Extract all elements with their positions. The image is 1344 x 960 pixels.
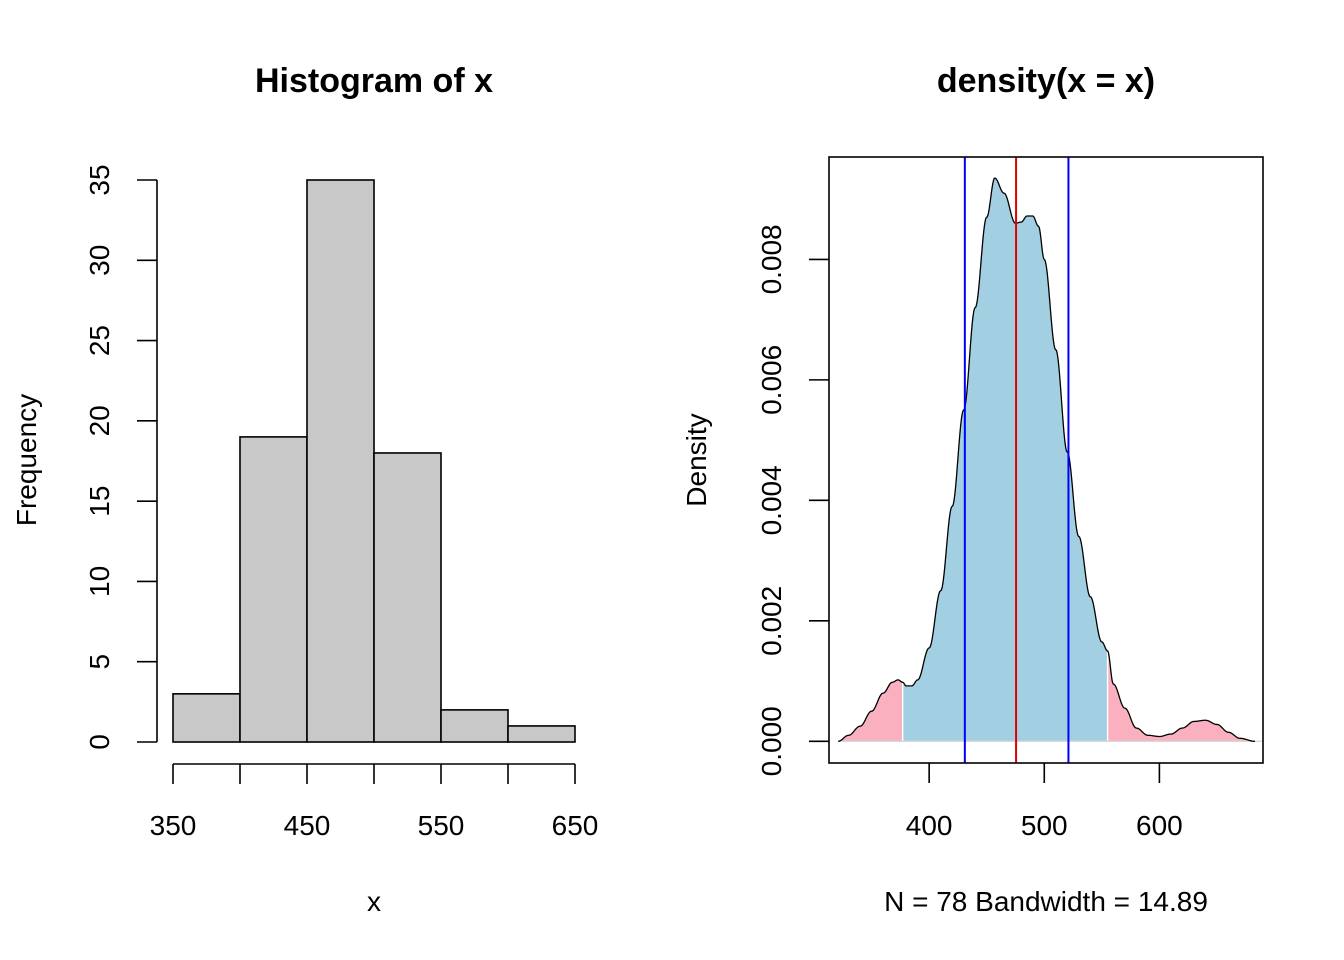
- density-left-tail-area: [838, 679, 903, 742]
- histogram-bar-5: [507, 725, 576, 743]
- density-x-tick-label: 400: [906, 810, 953, 841]
- histogram-bars: [172, 179, 576, 743]
- histogram-panel: Histogram of x x Frequency 350 450 550 650 …: [11, 62, 598, 917]
- density-plot-box: [828, 156, 1264, 764]
- density-curve: [838, 177, 1255, 742]
- histogram-y-tick-label: 30: [84, 245, 115, 276]
- density-panel: density(x = x) N = 78 Bandwidth = 14.89 …: [681, 62, 1264, 917]
- histogram-ylabel: Frequency: [11, 394, 42, 526]
- histogram-y-tick-label: 20: [84, 405, 115, 436]
- density-xlabel: N = 78 Bandwidth = 14.89: [884, 886, 1208, 917]
- histogram-y-tick-label: 10: [84, 566, 115, 597]
- histogram-title: Histogram of x: [255, 62, 493, 100]
- histogram-y-tick-label: 5: [84, 654, 115, 670]
- density-y-tick-label: 0.000: [756, 706, 787, 776]
- histogram-x-tick-label: 650: [552, 810, 599, 841]
- density-title: density(x = x): [937, 62, 1155, 100]
- histogram-bar-0: [172, 693, 241, 743]
- histogram-y-tick-label: 35: [84, 164, 115, 195]
- histogram-x-tick-label: 450: [284, 810, 331, 841]
- histogram-x-tick-label: 350: [150, 810, 197, 841]
- histogram-bar-2: [306, 179, 375, 743]
- density-y-tick-label: 0.004: [756, 465, 787, 535]
- density-y-tick-label: 0.002: [756, 586, 787, 656]
- density-fill: [838, 177, 1263, 743]
- histogram-bar-1: [239, 436, 308, 743]
- histogram-y-tick-label: 15: [84, 486, 115, 517]
- density-y-tick-label: 0.008: [756, 224, 787, 294]
- histogram-x-tick-label: 550: [418, 810, 465, 841]
- histogram-bar-4: [440, 709, 509, 743]
- histogram-y-tick-label: 0: [84, 734, 115, 750]
- density-reference-lines: [963, 157, 1070, 763]
- histogram-xlabel: x: [367, 886, 381, 917]
- density-right-tail-area: [1107, 650, 1255, 742]
- density-ylabel: Density: [681, 413, 712, 506]
- density-axes: 400 500 600 0.000 0.002 0.004 0.006 0.008: [756, 156, 1264, 841]
- density-central-area: [902, 178, 1108, 742]
- density-y-tick-label: 0.006: [756, 345, 787, 415]
- density-x-tick-label: 500: [1021, 810, 1068, 841]
- histogram-x-axis: 350 450 550 650: [150, 763, 599, 841]
- histogram-y-tick-label: 25: [84, 325, 115, 356]
- histogram-bar-3: [373, 452, 442, 743]
- density-x-tick-label: 600: [1136, 810, 1183, 841]
- histogram-y-axis: 0 5 10 15 20 25 30 35: [84, 164, 158, 750]
